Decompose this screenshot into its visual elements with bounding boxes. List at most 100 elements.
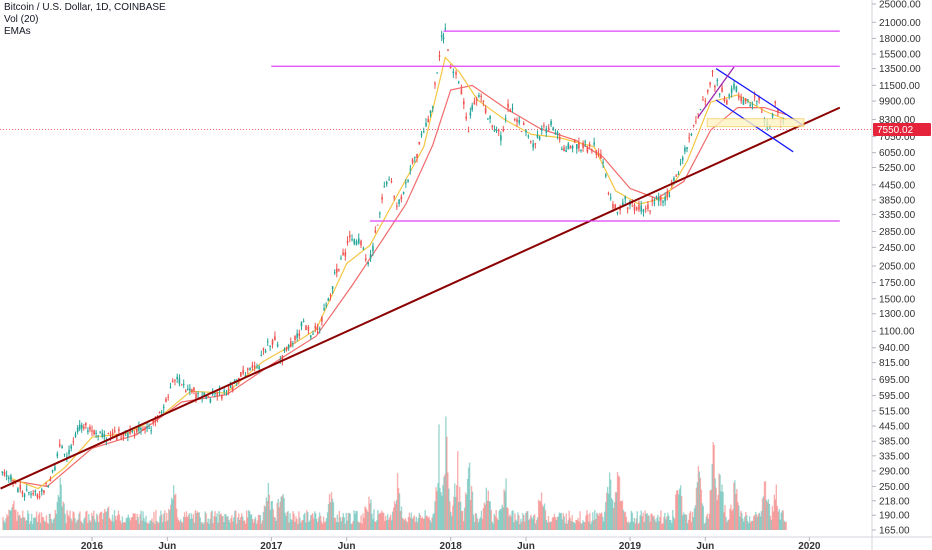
price-candle-body: [709, 82, 711, 85]
volume-bar: [594, 510, 596, 530]
price-candle-body: [493, 129, 496, 131]
legend-symbol[interactable]: Bitcoin / U.S. Dollar, 1D, COINBASE: [4, 2, 166, 13]
price-candle-body: [240, 372, 242, 377]
legend-volume[interactable]: Vol (20): [4, 14, 39, 25]
price-candle-body: [122, 434, 125, 438]
volume-bar: [289, 513, 291, 530]
volume-bar: [185, 511, 188, 530]
volume-bar: [571, 515, 573, 530]
volume-bar: [113, 510, 116, 530]
volume-bar: [607, 493, 610, 530]
volume-bar: [208, 523, 210, 530]
price-candle-body: [614, 204, 617, 209]
price-candle-body: [452, 71, 455, 74]
volume-bar: [478, 519, 481, 530]
volume-bar: [294, 521, 296, 530]
price-candle-body: [411, 159, 414, 163]
volume-bar: [146, 522, 148, 530]
volume-bar: [630, 510, 633, 530]
volume-bar: [205, 513, 207, 530]
price-candle-body: [140, 428, 142, 430]
price-candle-body: [400, 196, 403, 200]
volume-bar: [651, 513, 653, 530]
volume-bar: [699, 477, 702, 530]
volume-bar: [362, 513, 364, 530]
price-candle-body: [262, 348, 265, 351]
y-axis[interactable]: 25000.00 21000.00 18000.00 15500.00 13500.00…: [872, 0, 921, 537]
volume-bar: [590, 523, 592, 530]
volume-bar: [276, 502, 278, 530]
price-candle-body: [718, 93, 721, 95]
price-candle-body: [68, 449, 70, 454]
price-candle-body: [756, 100, 758, 102]
volume-bar: [93, 510, 95, 530]
volume-bar: [290, 519, 292, 530]
volume-bar: [92, 515, 94, 530]
volume-bar: [305, 522, 307, 530]
x-tick-label: 2017: [260, 541, 283, 550]
price-candle-body: [761, 111, 763, 113]
price-candle-body: [227, 388, 230, 391]
volume-bar: [427, 517, 429, 530]
y-tick-label: 445.00: [879, 422, 910, 433]
price-candle-body: [344, 252, 347, 257]
volume-bar: [273, 516, 275, 530]
price-candle-body: [34, 490, 37, 492]
volume-bar: [352, 520, 354, 530]
legend-emas[interactable]: EMAs: [4, 26, 31, 37]
volume-bar: [154, 523, 156, 530]
volume-bar: [10, 510, 12, 530]
volume-bar: [138, 523, 140, 530]
volume-bar: [555, 519, 558, 530]
price-candle-body: [540, 128, 543, 131]
volume-bar: [179, 519, 182, 530]
x-tick-label: Jun: [158, 541, 176, 550]
volume-bar: [44, 522, 47, 530]
y-tick-label: 5250.00: [879, 163, 916, 174]
x-axis[interactable]: 2016 Jun 2017 Jun 2018 Jun 2019 Jun 2020: [81, 537, 821, 550]
volume-bar: [148, 523, 150, 530]
volume-bar: [469, 499, 472, 530]
price-candle-body: [176, 376, 178, 380]
price-candle-body: [184, 390, 187, 392]
price-candle-body: [129, 429, 131, 434]
volume-bar: [670, 519, 672, 530]
volume-bar: [733, 482, 735, 530]
volume-bar: [320, 521, 323, 530]
price-candle-body: [111, 432, 114, 435]
volume-bar: [529, 518, 531, 530]
volume-bar: [413, 515, 416, 530]
volume-bar: [107, 506, 110, 530]
volume-bar: [392, 507, 395, 530]
volume-bar: [115, 519, 118, 530]
price-candle-body: [449, 67, 452, 69]
x-tick-label: 2018: [440, 541, 463, 550]
volume-bar: [262, 511, 265, 530]
volume-bar: [600, 513, 602, 530]
price-candle-body: [171, 380, 174, 383]
volume-bar: [343, 517, 346, 530]
volume-bar: [752, 516, 755, 530]
volume-bar: [497, 520, 499, 530]
volume-bar: [271, 500, 274, 530]
volume-bar: [60, 484, 62, 530]
volume-bar: [637, 523, 639, 530]
volume-bar: [144, 521, 146, 530]
volume-bar: [330, 492, 333, 530]
price-candle-body: [367, 262, 369, 265]
volume-bar: [354, 513, 356, 530]
volume-bar: [235, 510, 237, 530]
price-candle-body: [554, 132, 557, 134]
volume-bar: [545, 520, 548, 530]
volume-bar: [204, 511, 206, 530]
volume-bar: [321, 523, 324, 530]
volume-bar: [712, 442, 714, 530]
volume-bar: [244, 523, 247, 530]
volume-bar: [635, 518, 637, 530]
volume-bar: [484, 504, 487, 530]
volume-bar: [679, 485, 682, 530]
volume-bar: [580, 523, 582, 530]
volume-bar: [127, 514, 129, 530]
y-tick-label: 8300.00: [879, 115, 916, 126]
